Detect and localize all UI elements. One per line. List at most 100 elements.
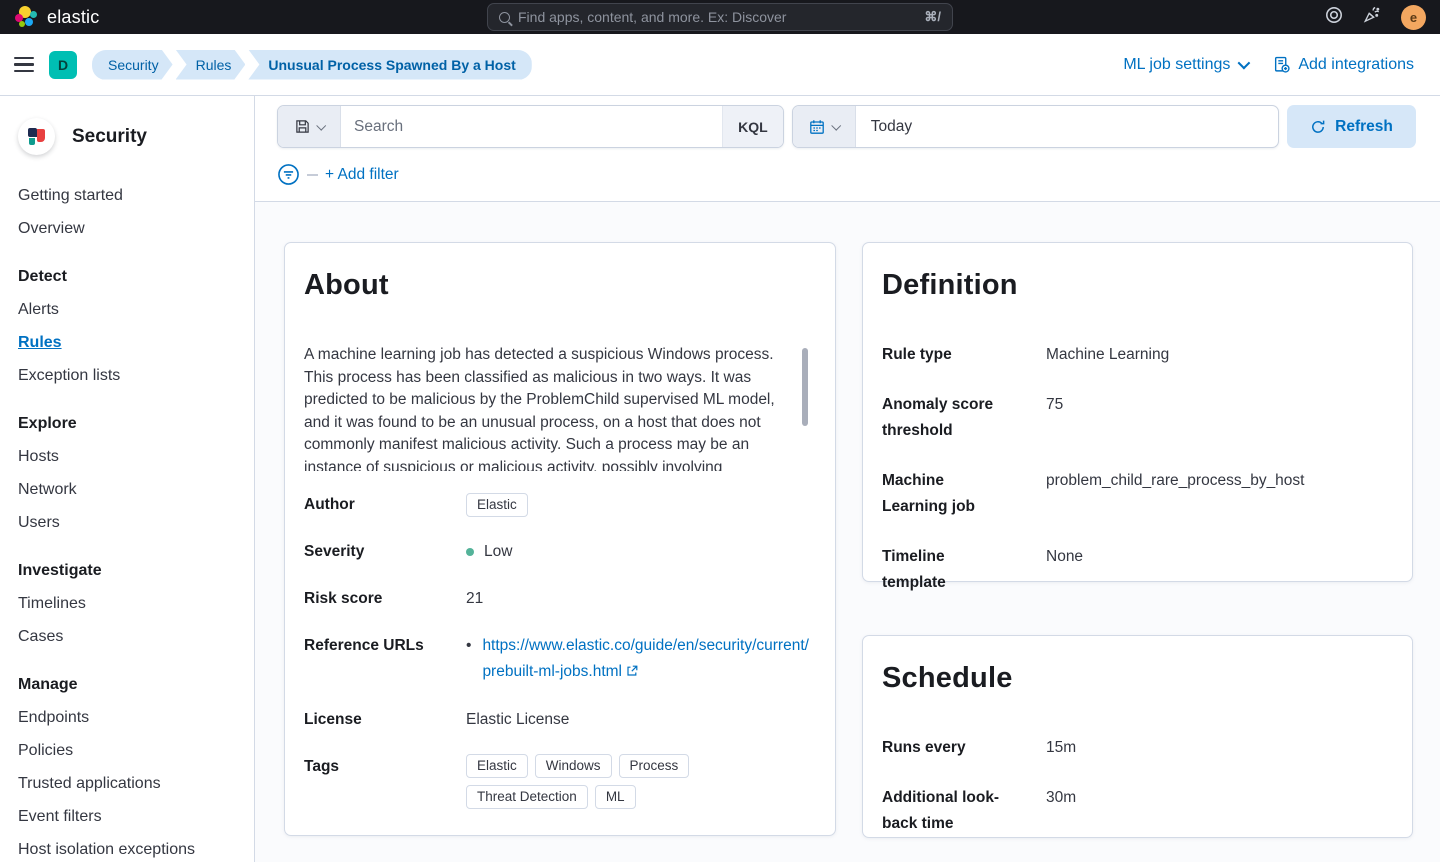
sidebar-item-policies[interactable]: Policies: [18, 742, 74, 759]
filter-divider: [307, 173, 318, 176]
global-search-input[interactable]: Find apps, content, and more. Ex: Discov…: [487, 3, 953, 31]
filter-bar: + Add filter: [255, 148, 1440, 201]
author-badge: Elastic: [466, 493, 528, 517]
add-integrations-icon: [1275, 56, 1290, 73]
calendar-icon: [809, 119, 824, 134]
license-value: Elastic License: [466, 711, 570, 728]
ml-job-settings-label: ML job settings: [1123, 55, 1231, 73]
sidebar-item-users[interactable]: Users: [18, 514, 60, 531]
saved-queries-menu-button[interactable]: [278, 106, 341, 147]
rule-description: A machine learning job has detected a su…: [304, 346, 775, 471]
schedule-row-lookback: Additional look-back time 30m: [882, 785, 1393, 837]
add-integrations-button[interactable]: Add integrations: [1273, 56, 1414, 74]
rule-description-scroll-area[interactable]: A machine learning job has detected a su…: [304, 344, 816, 471]
sidebar-item-alerts[interactable]: Alerts: [18, 301, 59, 318]
date-quick-menu-button[interactable]: [792, 106, 856, 147]
chevron-down-icon: [1237, 56, 1251, 70]
external-link-icon: [626, 660, 638, 686]
tag-badge: Windows: [534, 754, 612, 778]
description-scrollbar[interactable]: [802, 348, 808, 426]
security-sidebar: Security Getting started Overview Detect…: [0, 96, 255, 862]
deployment-badge[interactable]: D: [49, 50, 77, 79]
schedule-title: Schedule: [882, 662, 1013, 694]
sidebar-item-host-isolation-exceptions[interactable]: Host isolation exceptions: [18, 841, 195, 858]
runs-every-label: Runs every: [882, 739, 966, 756]
anomaly-threshold-value: 75: [1046, 396, 1064, 413]
rule-type-value: Machine Learning: [1046, 346, 1170, 363]
add-integrations-label: Add integrations: [1298, 55, 1414, 73]
tag-badge: Threat Detection: [466, 785, 588, 809]
sidebar-item-event-filters[interactable]: Event filters: [18, 808, 102, 825]
sidebar-item-rules[interactable]: Rules: [18, 334, 62, 351]
sidebar-section-detect: Detect: [18, 268, 67, 285]
tag-badge: Elastic: [466, 754, 528, 778]
kql-search-input[interactable]: Search: [354, 117, 404, 135]
about-row-tags: Tags Elastic Windows Process Threat Dete…: [304, 754, 816, 809]
runs-every-value: 15m: [1046, 739, 1077, 756]
query-language-button[interactable]: KQL: [722, 106, 783, 147]
refresh-button[interactable]: Refresh: [1287, 105, 1416, 148]
reference-urls-label: Reference URLs: [304, 637, 424, 654]
add-filter-button[interactable]: + Add filter: [325, 165, 399, 183]
global-top-bar: elastic Find apps, content, and more. Ex…: [0, 0, 1440, 34]
sidebar-item-endpoints[interactable]: Endpoints: [18, 709, 90, 726]
elastic-logo-icon: [14, 5, 38, 29]
refresh-label: Refresh: [1335, 117, 1393, 135]
breadcrumb-rules[interactable]: Rules: [176, 50, 246, 80]
breadcrumb: Security Rules Unusual Process Spawned B…: [92, 49, 532, 80]
definition-row-anomaly-threshold: Anomaly score threshold 75: [882, 392, 1393, 444]
severity-label: Severity: [304, 543, 365, 560]
chevron-down-icon: [830, 120, 841, 131]
elastic-brand[interactable]: elastic: [14, 5, 99, 29]
rule-type-label: Rule type: [882, 346, 952, 363]
chevron-down-icon: [315, 120, 326, 131]
sidebar-item-timelines[interactable]: Timelines: [18, 595, 86, 612]
anomaly-threshold-label: Anomaly score threshold: [882, 396, 994, 439]
menu-toggle-icon[interactable]: [14, 56, 34, 73]
risk-score-label: Risk score: [304, 590, 383, 607]
schedule-card: Schedule Runs every 15m Additional look-…: [862, 635, 1413, 838]
ml-job-settings-button[interactable]: ML job settings: [1123, 55, 1251, 74]
search-icon: [499, 11, 510, 23]
sidebar-item-trusted-applications[interactable]: Trusted applications: [18, 775, 161, 792]
timeline-template-label: Timeline template: [882, 548, 946, 591]
sidebar-item-cases[interactable]: Cases: [18, 628, 64, 645]
user-avatar[interactable]: e: [1401, 4, 1426, 30]
sidebar-item-exception-lists[interactable]: Exception lists: [18, 367, 121, 384]
date-range-value[interactable]: Today: [870, 117, 913, 135]
definition-row-rule-type: Rule type Machine Learning: [882, 342, 1393, 368]
breadcrumb-security[interactable]: Security: [92, 50, 173, 80]
about-card: About A machine learning job has detecte…: [284, 242, 836, 836]
date-picker: Today: [791, 105, 1279, 148]
sidebar-item-overview[interactable]: Overview: [18, 220, 85, 237]
sidebar-item-hosts[interactable]: Hosts: [18, 448, 59, 465]
search-shortcut-hint: ⌘/: [924, 9, 941, 24]
severity-value: Low: [484, 543, 513, 560]
license-label: License: [304, 711, 362, 728]
security-app-icon: [18, 118, 55, 155]
filter-icon[interactable]: [277, 163, 300, 186]
refresh-icon: [1312, 120, 1325, 133]
sidebar-section-explore: Explore: [18, 415, 77, 432]
sidebar-section-investigate: Investigate: [18, 562, 102, 579]
ml-job-value: problem_child_rare_process_by_host: [1046, 472, 1305, 489]
about-row-reference-urls: Reference URLs • https://www.elastic.co/…: [304, 633, 816, 686]
risk-score-value: 21: [466, 590, 484, 607]
about-title: About: [304, 269, 389, 301]
sidebar-item-network[interactable]: Network: [18, 481, 77, 498]
content-divider: [255, 201, 1440, 202]
kql-search-box: Search KQL: [277, 105, 784, 148]
brand-name: elastic: [47, 6, 100, 27]
save-icon: [295, 120, 309, 133]
sidebar-item-getting-started[interactable]: Getting started: [18, 187, 123, 204]
page-header: D Security Rules Unusual Process Spawned…: [0, 34, 1440, 96]
lookback-value: 30m: [1046, 789, 1077, 806]
definition-card: Definition Rule type Machine Learning An…: [862, 242, 1413, 591]
newsfeed-cheer-icon[interactable]: [1363, 6, 1381, 29]
about-row-risk-score: Risk score 21: [304, 586, 816, 612]
sidebar-section-manage: Manage: [18, 676, 78, 693]
reference-url-link[interactable]: https://www.elastic.co/guide/en/security…: [482, 633, 816, 686]
schedule-row-runs-every: Runs every 15m: [882, 735, 1393, 761]
author-label: Author: [304, 496, 355, 513]
help-icon[interactable]: [1325, 6, 1343, 29]
